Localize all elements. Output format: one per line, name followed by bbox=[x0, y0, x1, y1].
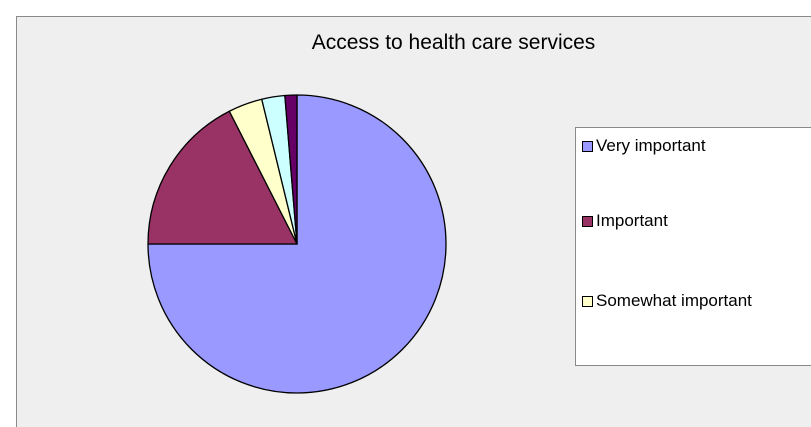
legend-label-somewhat-important: Somewhat important bbox=[596, 291, 752, 310]
pie-slice-very-important bbox=[147, 94, 447, 394]
legend-swatch-somewhat-important bbox=[582, 295, 593, 307]
legend-entry-important: Important bbox=[582, 211, 668, 231]
legend-label-important: Important bbox=[596, 211, 668, 230]
pie-slice-unlabeled-4 bbox=[284, 94, 298, 245]
legend-swatch-very-important bbox=[582, 140, 593, 152]
chart-title: Access to health care services bbox=[311, 31, 596, 54]
legend: Very important Important Somewhat import… bbox=[575, 127, 811, 366]
legend-swatch-important bbox=[582, 215, 593, 227]
pie-slices bbox=[147, 94, 447, 394]
legend-entry-somewhat-important: Somewhat important bbox=[582, 291, 752, 311]
legend-label-very-important: Very important bbox=[596, 136, 706, 155]
pie-slice-important bbox=[147, 110, 298, 245]
legend-entry-very-important: Very important bbox=[582, 136, 706, 156]
